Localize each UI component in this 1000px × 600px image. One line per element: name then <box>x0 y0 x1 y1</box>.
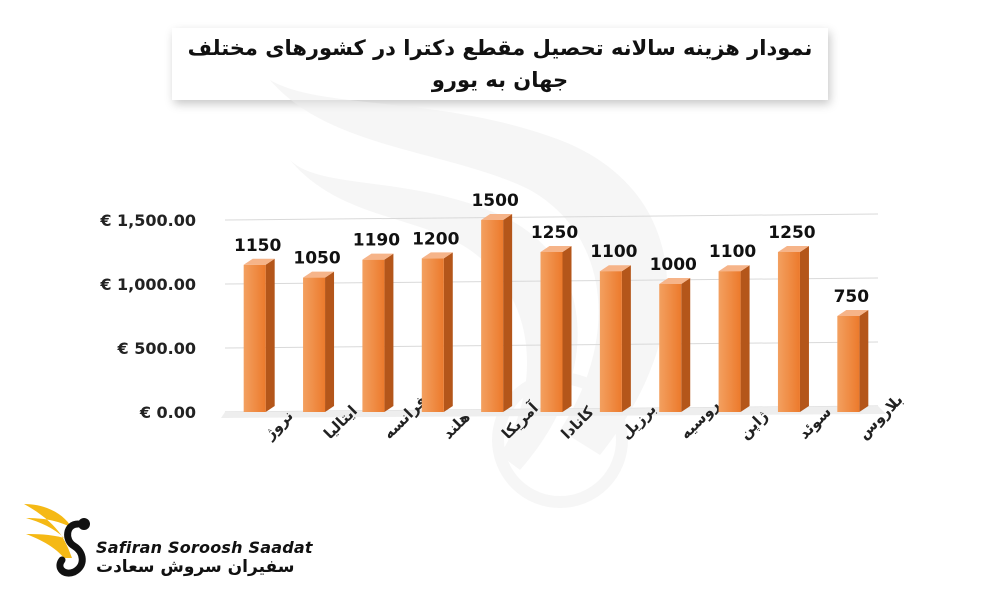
data-label: 1190 <box>353 231 400 251</box>
data-label: 1200 <box>412 229 459 249</box>
bar <box>777 252 800 412</box>
brand-name-en: Safiran Soroosh Saadat <box>96 538 313 557</box>
y-tick-label: € 500.00 <box>117 339 196 358</box>
bar <box>481 220 504 412</box>
data-label: 1250 <box>531 223 578 243</box>
bar-top <box>362 253 394 260</box>
bar-top <box>599 265 631 272</box>
bar-top <box>303 271 335 278</box>
bar <box>243 264 266 412</box>
bar-side <box>859 310 869 412</box>
bar <box>837 316 860 412</box>
data-label: 1100 <box>709 242 756 262</box>
bar <box>718 271 741 412</box>
y-tick-label: € 0.00 <box>139 403 196 422</box>
brand-name-fa: سفیران سروش سعادت <box>96 557 295 577</box>
bar-top <box>659 278 691 284</box>
bar <box>421 258 444 412</box>
bar-top <box>540 246 572 252</box>
bar <box>540 252 563 412</box>
bar-top <box>481 214 513 220</box>
bar-side <box>799 246 809 412</box>
y-tick-label: € 1,500.00 <box>99 211 196 230</box>
data-label: 1500 <box>471 191 518 211</box>
data-label: 750 <box>834 287 870 307</box>
bar <box>599 271 622 412</box>
bar-side <box>681 278 691 412</box>
bar-top <box>718 265 750 272</box>
bar <box>659 284 682 412</box>
data-label: 1000 <box>650 255 697 275</box>
bar-side <box>503 214 513 412</box>
bar-top <box>421 252 453 259</box>
bar-top <box>837 310 869 316</box>
bar-side <box>325 271 335 412</box>
swan-logo-icon <box>24 504 90 577</box>
bar-top <box>777 246 809 252</box>
data-label: 1050 <box>293 249 340 269</box>
data-label: 1100 <box>590 242 637 262</box>
bar <box>303 277 326 412</box>
data-label: 1250 <box>768 223 815 243</box>
bar-side <box>621 265 631 412</box>
bar-side <box>265 258 275 412</box>
gridline <box>224 213 879 221</box>
bar-side <box>740 265 750 412</box>
bar-side <box>562 246 572 412</box>
bar-side <box>384 253 394 412</box>
bar-side <box>443 252 453 412</box>
data-label: 1150 <box>234 236 281 256</box>
brand-logo <box>20 494 320 584</box>
bar-top <box>243 258 275 265</box>
y-tick-label: € 1,000.00 <box>99 275 196 294</box>
bar <box>362 259 385 412</box>
